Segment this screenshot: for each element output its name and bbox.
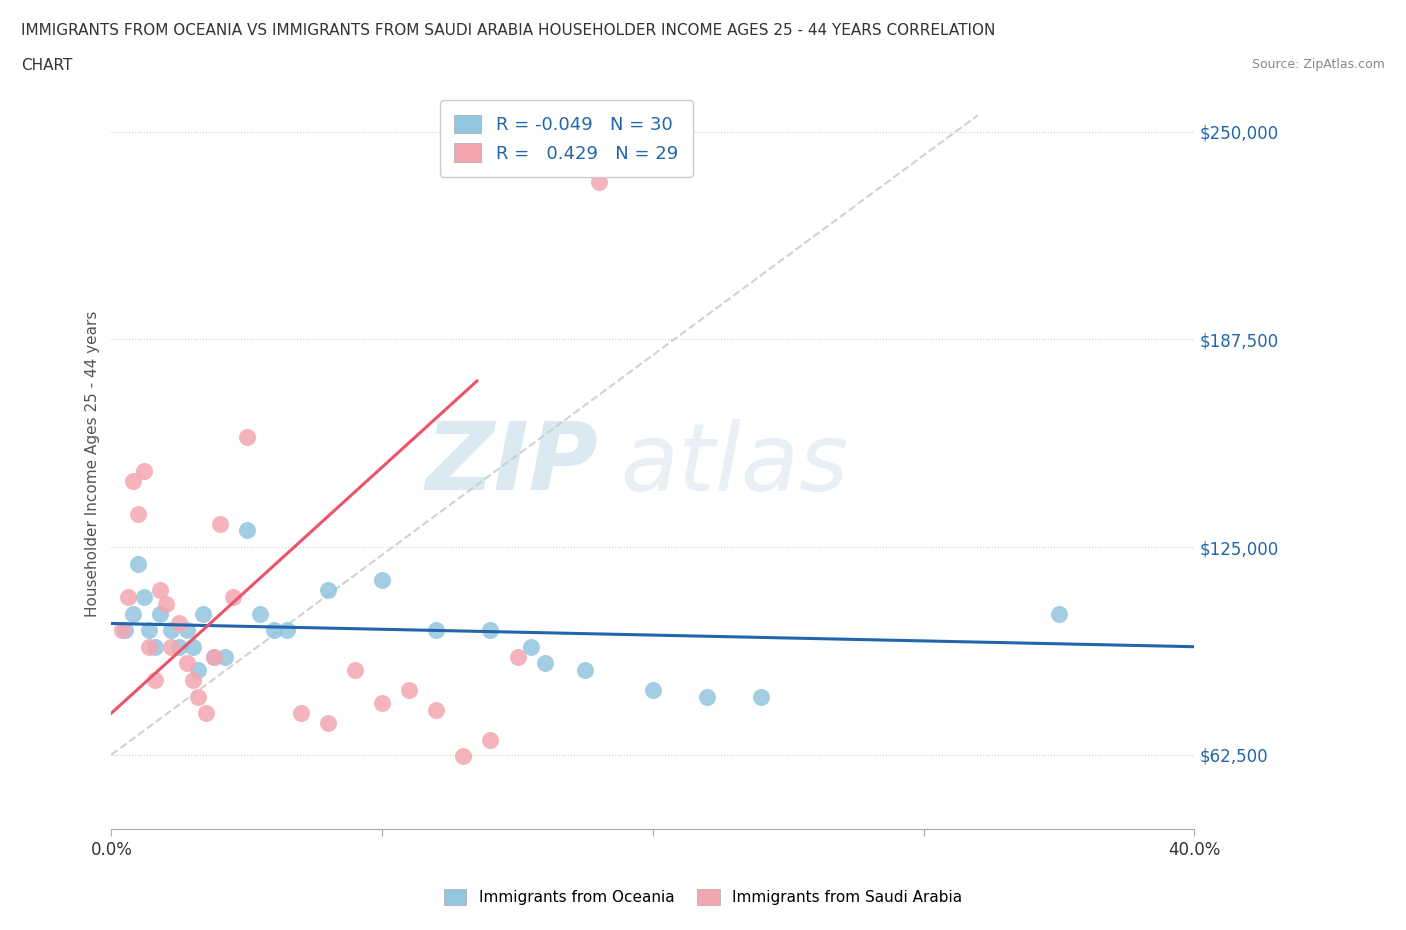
Point [425, 623, 447, 638]
Point [195, 706, 218, 721]
Point [143, 672, 166, 687]
Text: CHART: CHART [21, 58, 73, 73]
Point [160, 639, 183, 654]
Point [117, 590, 139, 604]
Point [290, 706, 312, 721]
Point [208, 516, 231, 531]
Text: ZIP: ZIP [426, 418, 599, 510]
Point [398, 683, 420, 698]
Point [176, 623, 198, 638]
Point [749, 689, 772, 704]
Point [425, 702, 447, 717]
Point [114, 623, 136, 638]
Point [132, 463, 155, 478]
Point [453, 749, 475, 764]
Point [160, 623, 183, 638]
Point [181, 672, 204, 687]
Point [236, 430, 259, 445]
Point [696, 689, 718, 704]
Point [263, 623, 285, 638]
Point [155, 596, 177, 611]
Point [222, 590, 245, 604]
Text: Source: ZipAtlas.com: Source: ZipAtlas.com [1251, 58, 1385, 71]
Point [127, 556, 149, 571]
Legend: R = -0.049   N = 30, R =   0.429   N = 29: R = -0.049 N = 30, R = 0.429 N = 29 [440, 100, 693, 177]
Point [214, 649, 236, 664]
Legend: Immigrants from Oceania, Immigrants from Saudi Arabia: Immigrants from Oceania, Immigrants from… [437, 883, 969, 911]
Point [193, 606, 215, 621]
Point [138, 623, 160, 638]
Point [127, 507, 149, 522]
Point [316, 716, 339, 731]
Text: IMMIGRANTS FROM OCEANIA VS IMMIGRANTS FROM SAUDI ARABIA HOUSEHOLDER INCOME AGES : IMMIGRANTS FROM OCEANIA VS IMMIGRANTS FR… [21, 23, 995, 38]
Point [371, 696, 394, 711]
Point [588, 174, 610, 189]
Point [1047, 606, 1070, 621]
Point [316, 583, 339, 598]
Point [143, 639, 166, 654]
Point [276, 623, 298, 638]
Point [138, 639, 160, 654]
Text: atlas: atlas [620, 418, 849, 510]
Point [344, 662, 367, 677]
Point [181, 639, 204, 654]
Point [506, 649, 529, 664]
Point [236, 523, 259, 538]
Point [111, 623, 134, 638]
Point [167, 639, 190, 654]
Point [176, 656, 198, 671]
Point [249, 606, 271, 621]
Point [533, 656, 555, 671]
Point [132, 590, 155, 604]
Point [479, 623, 502, 638]
Point [479, 732, 502, 747]
Point [122, 606, 145, 621]
Point [520, 639, 543, 654]
Point [641, 683, 664, 698]
Point [187, 662, 209, 677]
Point [122, 473, 145, 488]
Point [202, 649, 225, 664]
Point [202, 649, 225, 664]
Point [167, 616, 190, 631]
Point [574, 662, 596, 677]
Point [149, 606, 172, 621]
Point [149, 583, 172, 598]
Point [187, 689, 209, 704]
Y-axis label: Householder Income Ages 25 - 44 years: Householder Income Ages 25 - 44 years [86, 311, 100, 618]
Point [371, 573, 394, 588]
